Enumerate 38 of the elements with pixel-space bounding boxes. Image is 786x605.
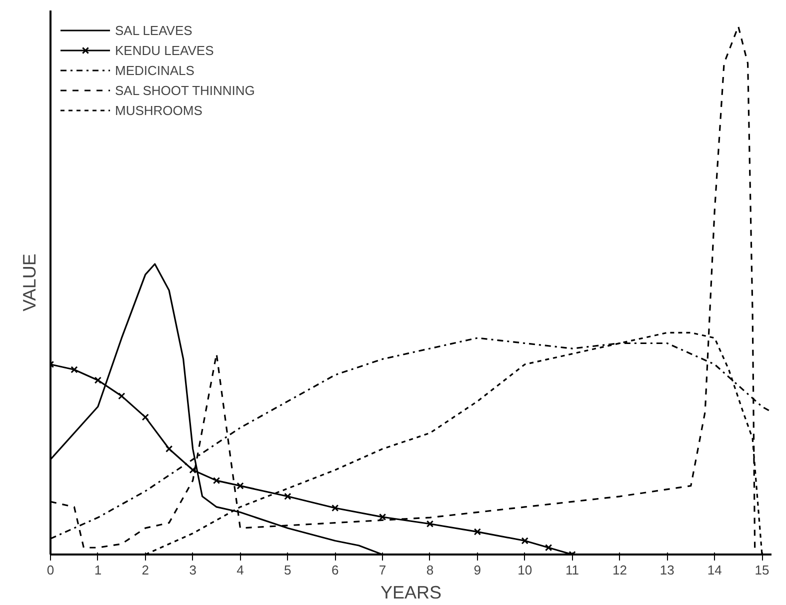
x-tick-label: 4: [236, 562, 244, 578]
y-axis-title: VALUE: [20, 254, 40, 312]
x-tick-label: 1: [94, 562, 102, 578]
x-tick-label: 6: [331, 562, 339, 578]
x-tick-label: 9: [474, 562, 482, 578]
legend-label: KENDU LEAVES: [115, 42, 214, 58]
point: [142, 414, 149, 421]
legend-label: SAL LEAVES: [115, 22, 192, 38]
legend-label: SAL SHOOT THINNING: [115, 82, 255, 98]
x-tick-label: 14: [707, 562, 722, 578]
legend-label: MUSHROOMS: [115, 102, 202, 118]
x-tick-label: 3: [189, 562, 196, 578]
x-tick-label: 15: [754, 562, 770, 578]
point: [212, 476, 220, 484]
x-tick-label: 8: [426, 562, 434, 578]
point: [189, 466, 196, 474]
point: [118, 392, 126, 400]
x-tick-label: 11: [566, 562, 580, 578]
x-tick-label: 10: [518, 562, 532, 578]
point: [426, 520, 434, 528]
point: [70, 366, 78, 374]
x-tick-label: 12: [612, 562, 627, 578]
x-axis-title: YEARS: [380, 582, 442, 602]
point: [236, 482, 244, 490]
x-tick-label: 0: [46, 562, 54, 578]
x-tick-label: 2: [142, 562, 149, 578]
point: [474, 528, 481, 536]
point: [166, 445, 173, 452]
x-tick-label: 13: [660, 562, 674, 578]
x-tick-label: 5: [284, 562, 292, 578]
legend-label: MEDICINALS: [115, 62, 194, 78]
x-tick-label: 7: [378, 562, 386, 578]
point: [378, 513, 386, 521]
point: [284, 492, 292, 500]
point: [332, 504, 339, 512]
point: [521, 537, 528, 544]
point: [544, 544, 552, 552]
point: [94, 376, 102, 384]
